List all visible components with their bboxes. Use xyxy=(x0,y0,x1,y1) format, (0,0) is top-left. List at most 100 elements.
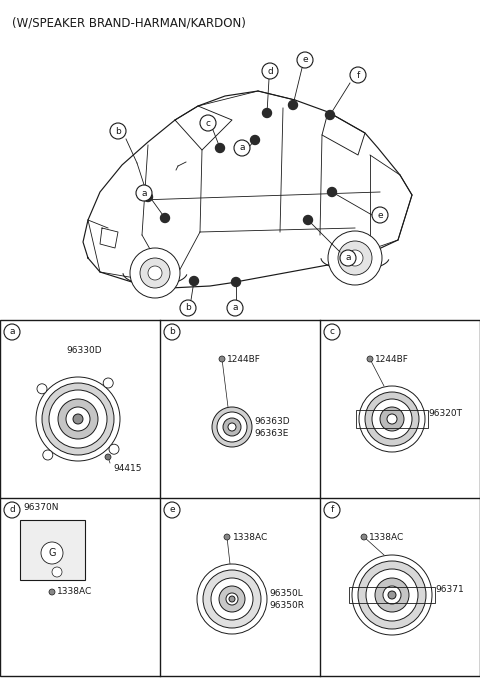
Bar xyxy=(20,520,85,580)
Text: a: a xyxy=(9,327,15,336)
Circle shape xyxy=(144,193,153,202)
Text: 94415: 94415 xyxy=(113,464,142,473)
Text: d: d xyxy=(9,506,15,515)
Circle shape xyxy=(365,392,419,446)
Circle shape xyxy=(358,561,426,629)
Circle shape xyxy=(66,407,90,431)
Circle shape xyxy=(41,542,63,564)
Circle shape xyxy=(347,250,363,266)
Circle shape xyxy=(164,502,180,518)
Circle shape xyxy=(130,248,180,298)
Circle shape xyxy=(180,300,196,316)
Bar xyxy=(356,410,428,428)
Text: 1244BF: 1244BF xyxy=(375,354,409,363)
Circle shape xyxy=(164,324,180,340)
Text: c: c xyxy=(205,118,211,127)
Text: 1338AC: 1338AC xyxy=(369,533,404,541)
Circle shape xyxy=(110,123,126,139)
Circle shape xyxy=(328,231,382,285)
Circle shape xyxy=(43,450,53,460)
Text: b: b xyxy=(115,127,121,136)
Text: 96363D: 96363D xyxy=(254,416,289,425)
Circle shape xyxy=(388,591,396,599)
Bar xyxy=(0,320,480,676)
Circle shape xyxy=(251,136,260,144)
Text: G: G xyxy=(48,548,56,558)
Text: 96363E: 96363E xyxy=(254,429,288,438)
Circle shape xyxy=(197,564,267,634)
Circle shape xyxy=(211,578,253,620)
Circle shape xyxy=(361,534,367,540)
Circle shape xyxy=(217,412,247,442)
Circle shape xyxy=(338,241,372,275)
Text: b: b xyxy=(185,303,191,312)
Text: f: f xyxy=(356,70,360,80)
Circle shape xyxy=(190,277,199,286)
Circle shape xyxy=(352,555,432,635)
Circle shape xyxy=(216,144,225,153)
Circle shape xyxy=(224,534,230,540)
Text: 96350R: 96350R xyxy=(269,601,304,610)
Circle shape xyxy=(212,407,252,447)
Text: f: f xyxy=(330,506,334,515)
Circle shape xyxy=(42,383,114,455)
Circle shape xyxy=(219,586,245,612)
Circle shape xyxy=(200,115,216,131)
Circle shape xyxy=(234,140,250,156)
Circle shape xyxy=(375,578,409,612)
Circle shape xyxy=(103,378,113,388)
Circle shape xyxy=(4,502,20,518)
Text: e: e xyxy=(302,56,308,65)
Circle shape xyxy=(49,390,107,448)
Circle shape xyxy=(36,377,120,461)
Circle shape xyxy=(327,188,336,197)
Text: c: c xyxy=(329,327,335,336)
Circle shape xyxy=(160,213,169,222)
Circle shape xyxy=(148,266,162,280)
Circle shape xyxy=(109,444,119,454)
Text: a: a xyxy=(232,303,238,312)
Circle shape xyxy=(219,356,225,362)
Circle shape xyxy=(324,324,340,340)
Circle shape xyxy=(387,414,397,424)
Circle shape xyxy=(4,324,20,340)
Circle shape xyxy=(105,454,111,460)
Circle shape xyxy=(372,207,388,223)
Circle shape xyxy=(227,300,243,316)
Circle shape xyxy=(58,399,98,439)
Circle shape xyxy=(231,277,240,286)
Circle shape xyxy=(380,407,404,431)
Circle shape xyxy=(288,100,298,109)
Text: 96370N: 96370N xyxy=(23,503,59,512)
Circle shape xyxy=(325,111,335,120)
Circle shape xyxy=(49,589,55,595)
Circle shape xyxy=(223,418,241,436)
Circle shape xyxy=(263,109,272,118)
Circle shape xyxy=(372,399,412,439)
Circle shape xyxy=(136,185,152,201)
Text: 1338AC: 1338AC xyxy=(57,588,92,596)
Text: e: e xyxy=(169,506,175,515)
Circle shape xyxy=(303,215,312,224)
Circle shape xyxy=(140,258,170,288)
Text: 96371: 96371 xyxy=(435,585,464,594)
Circle shape xyxy=(324,502,340,518)
Circle shape xyxy=(226,593,238,605)
Text: a: a xyxy=(141,189,147,197)
Circle shape xyxy=(366,569,418,621)
Circle shape xyxy=(203,570,261,628)
Text: d: d xyxy=(267,67,273,76)
Circle shape xyxy=(37,384,47,394)
Circle shape xyxy=(340,250,356,266)
Circle shape xyxy=(73,414,83,424)
Text: 96350L: 96350L xyxy=(269,588,303,597)
Bar xyxy=(349,587,435,603)
Text: 1338AC: 1338AC xyxy=(233,533,268,541)
Circle shape xyxy=(262,63,278,79)
Circle shape xyxy=(228,423,236,431)
Circle shape xyxy=(367,356,373,362)
Circle shape xyxy=(229,596,235,602)
Circle shape xyxy=(297,52,313,68)
Text: 96320T: 96320T xyxy=(428,409,462,418)
Circle shape xyxy=(359,386,425,452)
